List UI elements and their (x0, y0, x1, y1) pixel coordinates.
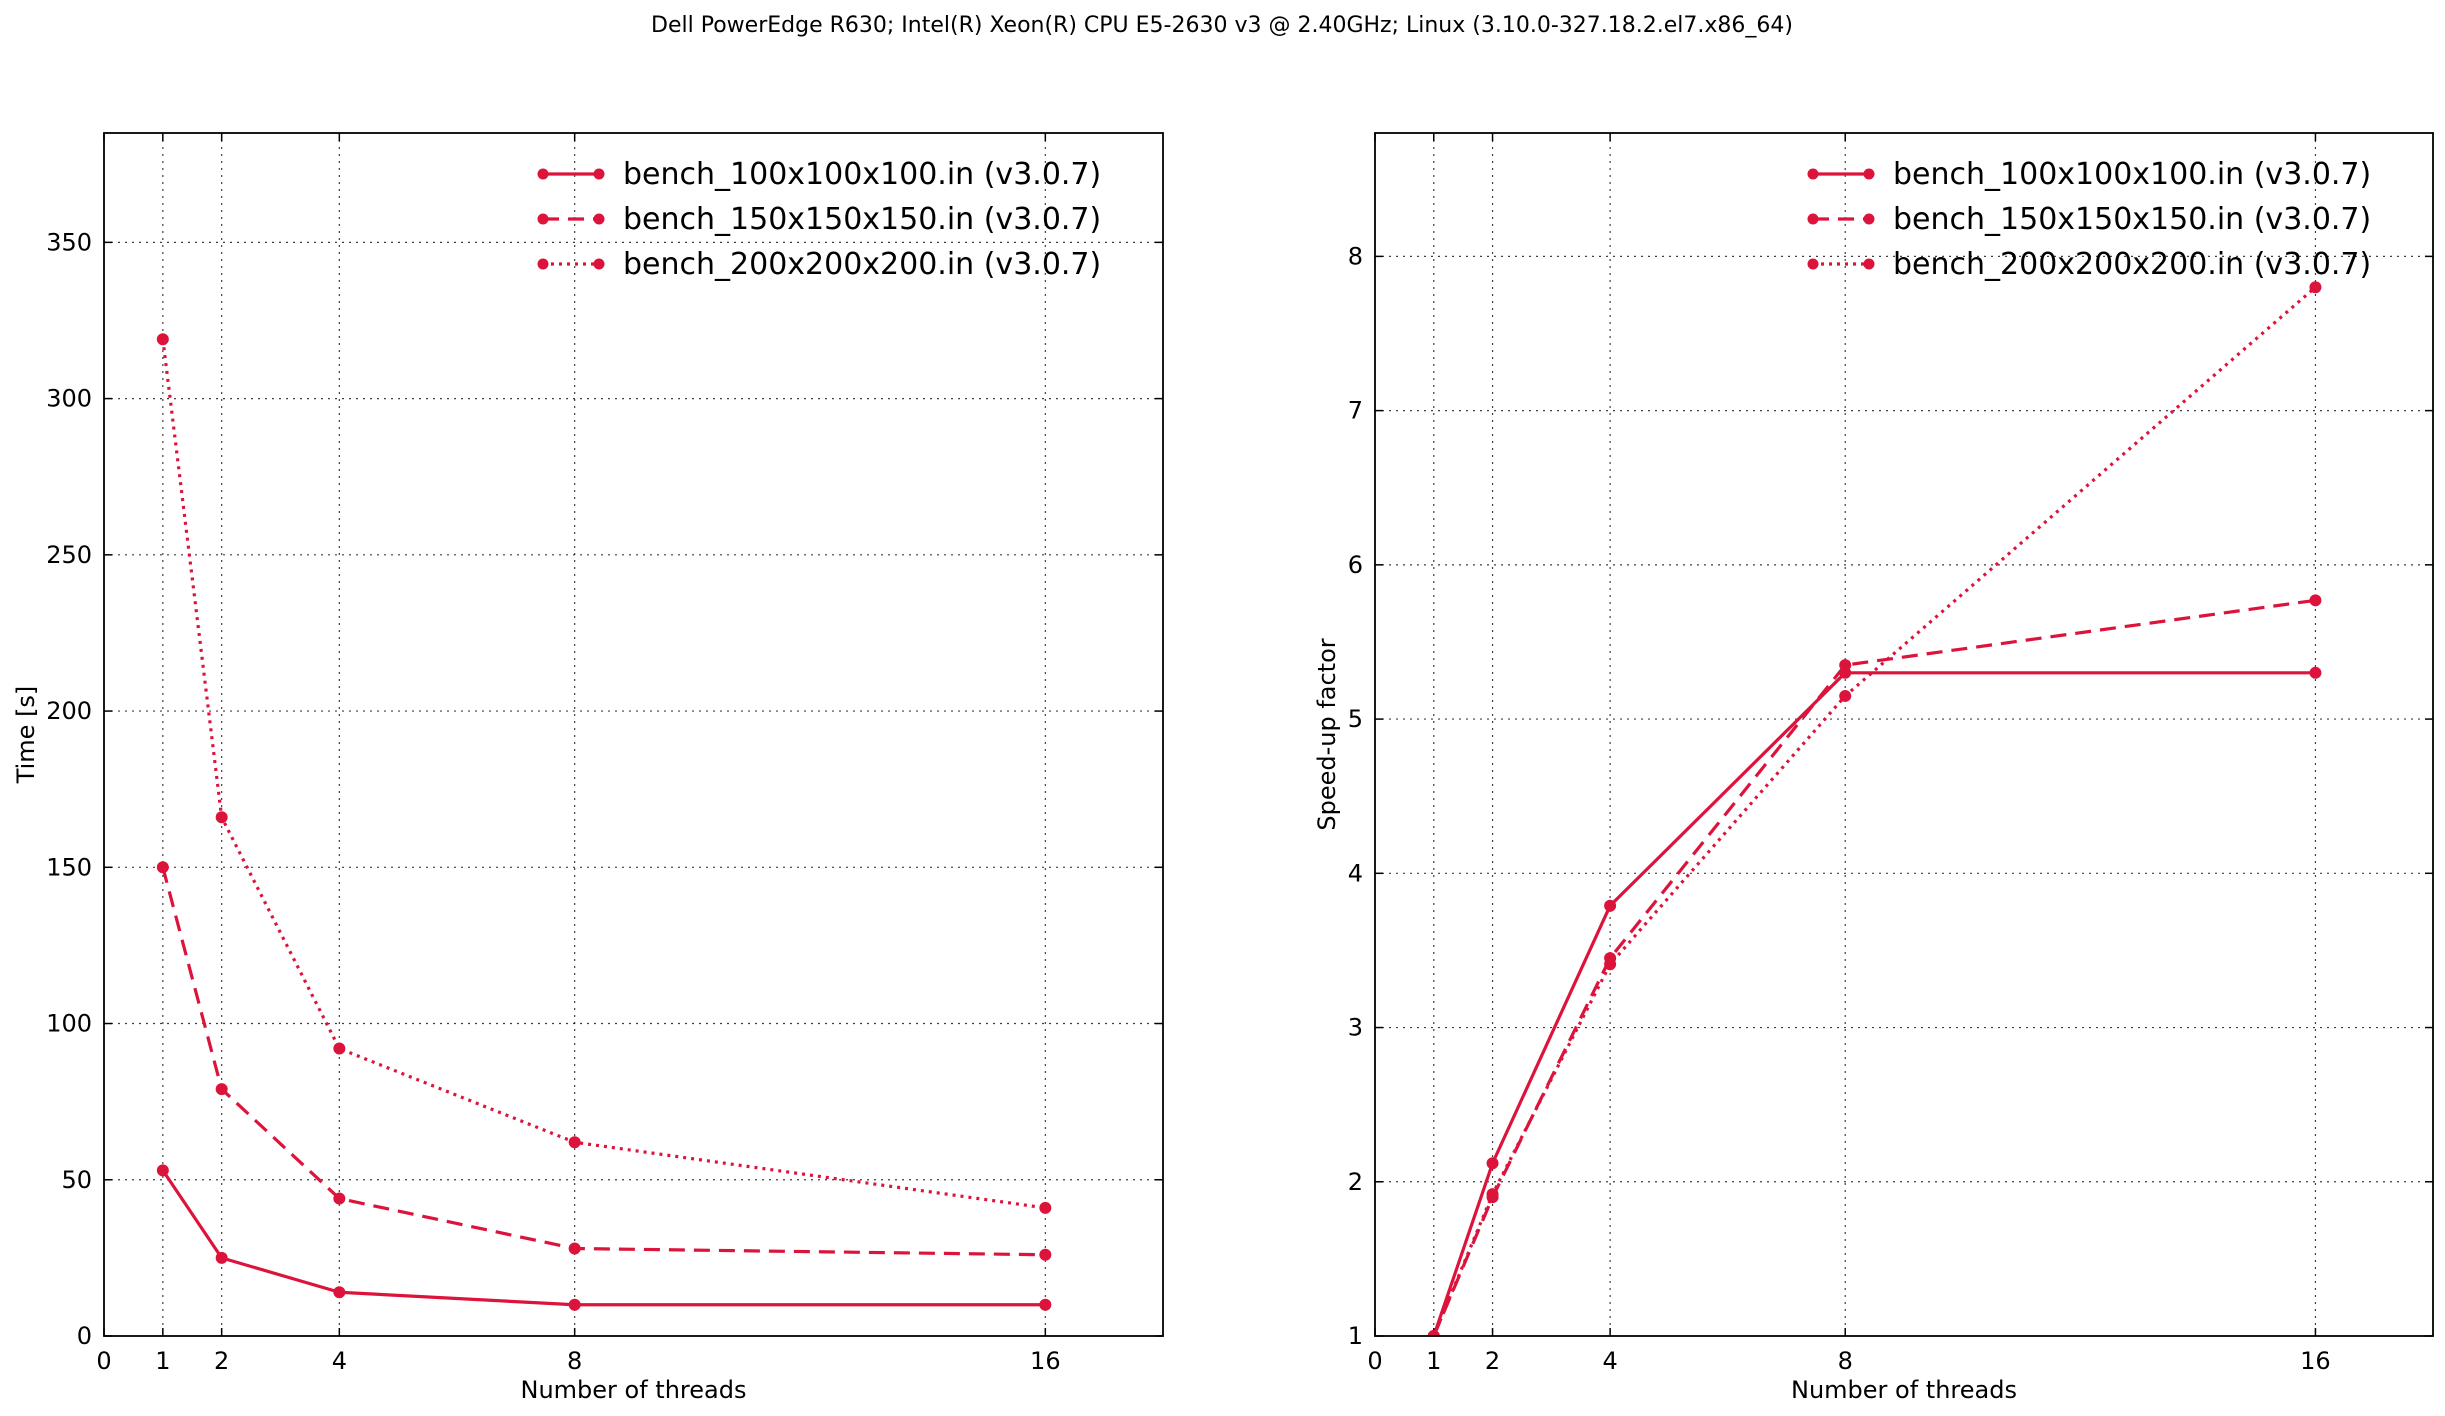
time-xtick-label: 16 (1030, 1347, 1061, 1375)
time-chart-panel: 0 1 2 4 8 16 0 50 100 150 200 250 300 350 Number of th… (12, 132, 1164, 1404)
speedup-series-3-point (1486, 1188, 1499, 1201)
speedup-ytick-label: 2 (1348, 1168, 1363, 1196)
speedup-legend-marker (1807, 213, 1819, 225)
time-xtick-label: 8 (567, 1347, 582, 1375)
speedup-grid (1375, 133, 2433, 1336)
time-plot-frame (103, 132, 1164, 1337)
speedup-series-1-point (1486, 1157, 1499, 1170)
time-xtick-label: 2 (214, 1347, 229, 1375)
time-ytick-label: 200 (46, 697, 92, 725)
time-y-axis-label: Time [s] (12, 686, 40, 785)
speedup-xtick-label: 4 (1602, 1347, 1617, 1375)
speedup-legend-label-3: bench_200x200x200.in (v3.0.7) (1893, 247, 2371, 282)
time-series-line-3 (161, 339, 1046, 1210)
time-series-1-point (156, 1164, 169, 1177)
time-grid (104, 133, 1163, 1336)
time-series-1-point (215, 1251, 228, 1264)
speedup-legend: bench_100x100x100.in (v3.0.7) bench_150x1… (1807, 157, 2371, 282)
speedup-series-group (1427, 281, 2322, 1336)
speedup-series-2-point (1839, 659, 1852, 672)
time-legend-marker (537, 258, 549, 270)
speedup-ytick-label: 1 (1348, 1322, 1363, 1350)
speedup-xtick-label: 1 (1426, 1347, 1441, 1375)
speedup-ytick-label: 4 (1348, 859, 1363, 887)
time-series-1-point (568, 1298, 581, 1311)
speedup-series-3-point (1427, 1330, 1440, 1336)
time-series-3-point (215, 811, 228, 824)
time-series-2-point (333, 1192, 346, 1205)
time-ytick-label: 0 (77, 1322, 92, 1350)
time-series-3-point (333, 1042, 346, 1055)
speedup-xtick-label: 8 (1838, 1347, 1853, 1375)
speedup-series-line-3 (1432, 286, 2317, 1336)
time-series-2-point (1039, 1248, 1052, 1261)
time-legend-label-1: bench_100x100x100.in (v3.0.7) (623, 157, 1101, 192)
speedup-xtick-label: 2 (1485, 1347, 1500, 1375)
time-series-2-point (156, 861, 169, 874)
time-series-3-point (568, 1136, 581, 1149)
time-ytick-label: 150 (46, 853, 92, 881)
time-series-3-point (1039, 1201, 1052, 1214)
speedup-ytick-label: 8 (1348, 242, 1363, 270)
speedup-y-axis-label: Speed-up factor (1313, 638, 1341, 830)
speedup-legend-marker (1807, 168, 1819, 180)
time-legend-marker (537, 213, 549, 225)
speedup-series-1-point (1604, 899, 1617, 912)
speedup-series-3-point (1604, 958, 1617, 971)
time-ytick-label: 250 (46, 541, 92, 569)
time-legend-marker (593, 168, 605, 180)
speedup-legend-marker (1863, 213, 1875, 225)
time-legend-marker (593, 213, 605, 225)
speedup-ytick-label: 6 (1348, 551, 1363, 579)
time-series-2-point (215, 1083, 228, 1096)
speedup-series-2-point (2309, 594, 2322, 607)
time-xtick-label: 0 (96, 1347, 111, 1375)
time-series-1-point (333, 1286, 346, 1299)
speedup-ytick-label: 3 (1348, 1014, 1363, 1042)
time-legend: bench_100x100x100.in (v3.0.7) bench_150x1… (537, 157, 1101, 282)
speedup-ytick-label: 7 (1348, 397, 1363, 425)
time-series-2-point (568, 1242, 581, 1255)
time-ticks: 0 1 2 4 8 16 0 50 100 150 200 250 300 350 (46, 133, 1163, 1375)
time-xtick-label: 4 (332, 1347, 347, 1375)
time-legend-label-3: bench_200x200x200.in (v3.0.7) (623, 247, 1101, 282)
time-ytick-label: 50 (61, 1166, 92, 1194)
time-ytick-label: 100 (46, 1010, 92, 1038)
speedup-plot-frame (1374, 132, 2434, 1337)
time-series-1-point (1039, 1298, 1052, 1311)
time-ytick-label: 300 (46, 385, 92, 413)
speedup-legend-label-1: bench_100x100x100.in (v3.0.7) (1893, 157, 2371, 192)
speedup-legend-marker (1863, 168, 1875, 180)
speedup-x-axis-label: Number of threads (1791, 1376, 2017, 1404)
time-series-group (156, 333, 1052, 1311)
figure-title: Dell PowerEdge R630; Intel(R) Xeon(R) CP… (651, 13, 1793, 38)
speedup-legend-marker (1863, 258, 1875, 270)
time-legend-label-2: bench_150x150x150.in (v3.0.7) (623, 202, 1101, 237)
time-ytick-label: 350 (46, 228, 92, 256)
speedup-series-line-2 (1432, 598, 2316, 1336)
speedup-series-3-point (2309, 281, 2322, 294)
speedup-ytick-label: 5 (1348, 705, 1363, 733)
time-xtick-label: 1 (155, 1347, 170, 1375)
speedup-xtick-label: 0 (1367, 1347, 1382, 1375)
speedup-legend-marker (1807, 258, 1819, 270)
time-legend-marker (537, 168, 549, 180)
speedup-series-3-point (1839, 689, 1852, 702)
speedup-legend-label-2: bench_150x150x150.in (v3.0.7) (1893, 202, 2371, 237)
speedup-xtick-label: 16 (2300, 1347, 2331, 1375)
time-legend-marker (593, 258, 605, 270)
time-x-axis-label: Number of threads (521, 1376, 747, 1404)
time-series-3-point (156, 333, 169, 346)
speedup-series-1-point (2309, 666, 2322, 679)
